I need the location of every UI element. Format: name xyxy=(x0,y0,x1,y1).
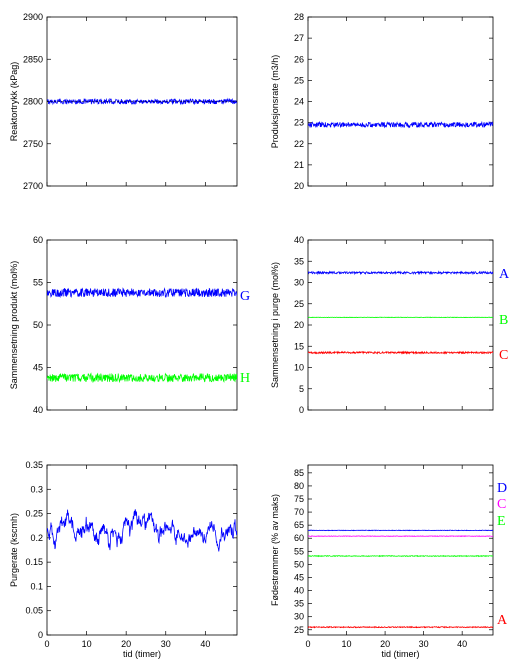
axes-box xyxy=(46,464,238,636)
ytick-label: 50 xyxy=(33,320,43,330)
axes-box xyxy=(307,16,494,187)
ytick-label: 0.3 xyxy=(30,484,43,494)
ytick-label: 0 xyxy=(38,630,43,640)
x-axis-label: tid (timer) xyxy=(123,649,161,659)
ytick-label: 24 xyxy=(294,97,304,107)
xtick-label: 30 xyxy=(419,639,429,649)
ytick-label: 2900 xyxy=(23,12,43,22)
ytick-label: 70 xyxy=(294,507,304,517)
xtick-label: 20 xyxy=(380,639,390,649)
series-label-a: A xyxy=(499,267,510,282)
series-line-G xyxy=(47,287,237,299)
x-axis-label: tid (timer) xyxy=(382,649,420,659)
ytick-label: 80 xyxy=(294,481,304,491)
xtick-label: 10 xyxy=(82,639,92,649)
ytick-label: 0.25 xyxy=(25,509,43,519)
subplot-5: 0 0.05 0.1 0.15 0.2 0.25 0.3 0.35 0 10 20 30 40 Purge… xyxy=(9,460,238,659)
ytick-label: 45 xyxy=(294,572,304,582)
subplot-1: 2700 2750 2800 2850 2900 Reaktortrykk (kPag) xyxy=(9,12,238,191)
y-axis-label: Reaktortrykk (kPag) xyxy=(9,62,19,142)
ytick-label: 10 xyxy=(294,363,304,373)
series-label-b: B xyxy=(499,313,508,328)
ytick-label: 0.2 xyxy=(30,533,43,543)
y-axis-label: Sammensetning i purge (mol%) xyxy=(270,262,280,388)
series-line-E xyxy=(308,554,493,558)
ytick-label: 2750 xyxy=(23,139,43,149)
ytick-label: 2850 xyxy=(23,54,43,64)
ytick-label: 25 xyxy=(294,299,304,309)
ytick-label: 0.35 xyxy=(25,460,43,470)
ytick-label: 26 xyxy=(294,54,304,64)
xtick-label: 0 xyxy=(305,639,310,649)
y-axis-label: Purgerate (kscmh) xyxy=(9,513,19,587)
ytick-label: 15 xyxy=(294,341,304,351)
series-label-e: E xyxy=(497,514,506,529)
ytick-label: 21 xyxy=(294,160,304,170)
xtick-label: 20 xyxy=(121,639,131,649)
ytick-label: 35 xyxy=(294,599,304,609)
ytick-label: 75 xyxy=(294,494,304,504)
ytick-label: 30 xyxy=(294,278,304,288)
ytick-label: 45 xyxy=(33,363,43,373)
series-line-main xyxy=(47,97,237,106)
subplot-3: 40 45 50 55 60 Sammensetning produkt (mol%) G H xyxy=(9,235,250,415)
xtick-label: 10 xyxy=(342,639,352,649)
ytick-label: 0.05 xyxy=(25,606,43,616)
ytick-label: 25 xyxy=(294,75,304,85)
subplot-6: 25 30 35 40 45 50 55 60 65 70 75 80 85 0 10 20 30 40 Fødes… xyxy=(270,464,508,659)
series-line-A xyxy=(308,270,493,276)
ytick-label: 20 xyxy=(294,320,304,330)
series-line-main xyxy=(47,509,237,552)
series-line-D xyxy=(308,529,493,532)
xtick-label: 40 xyxy=(200,639,210,649)
axes-box xyxy=(307,239,494,411)
ytick-label: 27 xyxy=(294,33,304,43)
ytick-label: 55 xyxy=(294,546,304,556)
ytick-label: 23 xyxy=(294,118,304,128)
subplot-4: 0 5 10 15 20 25 30 35 40 Sammensetning i purge (m… xyxy=(270,235,510,415)
series-label-d: D xyxy=(497,481,507,496)
xtick-label: 0 xyxy=(44,639,49,649)
axes-box xyxy=(307,464,494,636)
series-line-main xyxy=(308,120,493,129)
ytick-label: 40 xyxy=(294,586,304,596)
series-label-g: G xyxy=(240,289,250,304)
series-label-h: H xyxy=(240,371,250,386)
xtick-label: 30 xyxy=(161,639,171,649)
series-label-a: A xyxy=(497,613,508,628)
ytick-label: 55 xyxy=(33,278,43,288)
ytick-label: 5 xyxy=(299,384,304,394)
ytick-label: 65 xyxy=(294,520,304,530)
ytick-label: 35 xyxy=(294,256,304,266)
ytick-label: 60 xyxy=(294,533,304,543)
axes-box xyxy=(46,239,238,411)
series-line-A xyxy=(308,625,493,629)
ytick-label: 25 xyxy=(294,625,304,635)
ytick-label: 2800 xyxy=(23,97,43,107)
ytick-label: 30 xyxy=(294,612,304,622)
xtick-label: 40 xyxy=(457,639,467,649)
ytick-label: 2700 xyxy=(23,181,43,191)
ytick-label: 50 xyxy=(294,559,304,569)
series-line-C xyxy=(308,350,493,355)
y-axis-label: Fødestrømmer (% av maks) xyxy=(270,494,280,606)
y-axis-label: Produksjonsrate (m3/h) xyxy=(270,55,280,149)
ytick-label: 22 xyxy=(294,139,304,149)
ytick-label: 40 xyxy=(294,235,304,245)
series-line-H xyxy=(47,372,237,384)
ytick-label: 0 xyxy=(299,405,304,415)
y-axis-label: Sammensetning produkt (mol%) xyxy=(9,261,19,390)
ytick-label: 85 xyxy=(294,468,304,478)
series-label-c: C xyxy=(499,348,508,363)
series-line-C xyxy=(308,535,493,538)
subplot-2: 20 21 22 23 24 25 26 27 28 Produksjonsrate (m3/h) xyxy=(270,12,494,191)
ytick-label: 40 xyxy=(33,405,43,415)
series-label-c: C xyxy=(497,497,506,512)
ytick-label: 0.1 xyxy=(30,581,43,591)
ytick-label: 60 xyxy=(33,235,43,245)
ytick-label: 20 xyxy=(294,181,304,191)
ytick-label: 0.15 xyxy=(25,557,43,567)
ytick-label: 28 xyxy=(294,12,304,22)
